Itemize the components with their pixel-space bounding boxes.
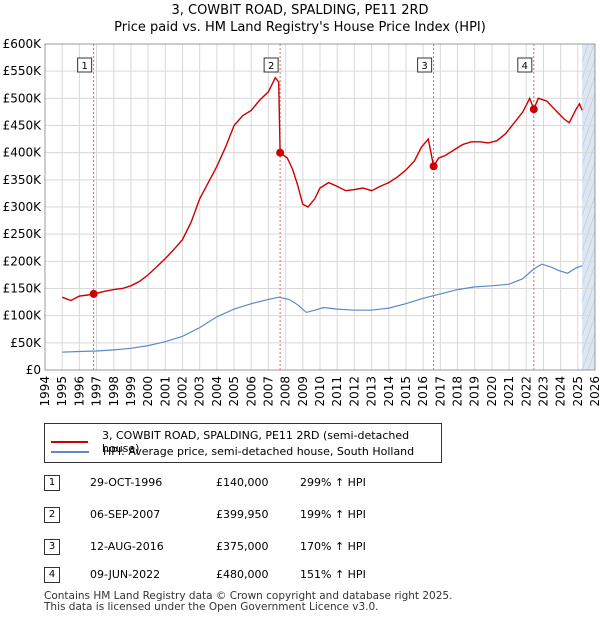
sale-point: [529, 105, 538, 114]
x-tick-label: 2025: [571, 376, 585, 407]
y-tick-label: £600K: [3, 37, 43, 51]
x-tick-label: 2001: [158, 376, 172, 407]
sale-price: £480,000: [216, 568, 269, 581]
x-tick-label: 1996: [72, 376, 86, 407]
y-tick-label: £0: [26, 363, 41, 377]
sale-hpi-change: 151% ↑ HPI: [300, 568, 366, 581]
x-tick-label: 2009: [296, 376, 310, 407]
sale-date: 29-OCT-1996: [90, 476, 163, 489]
legend-item-price: 3, COWBIT ROAD, SPALDING, PE11 2RD (semi…: [51, 429, 441, 455]
x-tick-label: 2015: [399, 376, 413, 407]
x-tick-label: 1995: [55, 376, 69, 407]
sale-marker-box: [263, 57, 279, 73]
x-tick-label: 2013: [365, 376, 379, 407]
sale-hpi-change: 199% ↑ HPI: [300, 508, 366, 521]
legend-swatch-price: [51, 441, 88, 443]
x-tick-label: 2023: [536, 376, 550, 407]
x-tick-label: 2019: [468, 376, 482, 407]
chart-subtitle: Price paid vs. HM Land Registry's House …: [114, 20, 486, 35]
sale-marker-label: 3: [421, 61, 427, 72]
x-tick-label: 2000: [141, 376, 155, 407]
x-tick-label: 2002: [176, 376, 190, 407]
x-tick-label: 1999: [124, 376, 138, 407]
sale-price: £140,000: [216, 476, 269, 489]
sale-hpi-change: 170% ↑ HPI: [300, 540, 366, 553]
sale-row: 3 12-AUG-2016 £375,000 170% ↑ HPI: [44, 539, 544, 557]
x-tick-label: 2010: [313, 376, 327, 407]
sale-hpi-change: 299% ↑ HPI: [300, 476, 366, 489]
y-tick-label: £550K: [3, 64, 43, 78]
y-tick-label: £50K: [10, 336, 42, 350]
y-tick-label: £100K: [3, 309, 43, 323]
legend: 3, COWBIT ROAD, SPALDING, PE11 2RD (semi…: [44, 423, 442, 463]
x-tick-label: 2008: [279, 376, 293, 407]
sale-row: 2 06-SEP-2007 £399,950 199% ↑ HPI: [44, 507, 544, 525]
y-tick-label: £350K: [3, 173, 43, 187]
sale-date: 09-JUN-2022: [90, 568, 161, 581]
x-tick-label: 1998: [107, 376, 121, 407]
x-tick-label: 2011: [330, 376, 344, 407]
sale-marker-label: 2: [268, 61, 274, 72]
x-tick-label: 2020: [485, 376, 499, 407]
legend-label-hpi: HPI: Average price, semi-detached house,…: [103, 445, 415, 458]
sale-price: £375,000: [216, 540, 269, 553]
y-tick-label: £500K: [3, 91, 43, 105]
sale-number: 4: [44, 567, 60, 583]
price-chart: £0 £50K £100K £150K £200K £250K £300K £350K £400…: [3, 37, 600, 407]
x-tick-label: 2007: [261, 376, 275, 407]
legend-item-hpi: HPI: Average price, semi-detached house,…: [51, 445, 414, 458]
legend-label-price: 3, COWBIT ROAD, SPALDING, PE11 2RD (semi…: [102, 429, 410, 455]
x-tick-label: 1994: [38, 376, 52, 407]
y-tick-label: £400K: [3, 146, 43, 160]
x-tick-label: 1997: [90, 376, 104, 407]
x-tick-label: 2021: [502, 376, 516, 407]
hpi-series-line: [62, 263, 583, 353]
sale-marker-label: 1: [81, 61, 87, 72]
x-tick-label: 2012: [347, 376, 361, 407]
sale-date: 12-AUG-2016: [90, 540, 164, 553]
sale-marker-box: [77, 57, 93, 73]
sale-number: 2: [44, 507, 60, 523]
x-tick-label: 2016: [416, 376, 430, 407]
sale-marker-box: [417, 57, 433, 73]
x-tick-label: 2004: [210, 376, 224, 407]
x-tick-label: 2003: [193, 376, 207, 407]
sale-number: 3: [44, 539, 60, 555]
chart-title: 3, COWBIT ROAD, SPALDING, PE11 2RD: [171, 3, 429, 18]
sale-point: [276, 148, 285, 157]
x-tick-label: 2018: [451, 376, 465, 407]
y-tick-label: £250K: [3, 227, 43, 241]
x-tick-label: 2017: [433, 376, 447, 407]
plot-border: [44, 43, 596, 371]
sale-point: [89, 289, 98, 298]
sale-date: 06-SEP-2007: [90, 508, 161, 521]
x-tick-label: 2014: [382, 376, 396, 407]
y-tick-label: £300K: [3, 200, 43, 214]
x-tick-label: 2005: [227, 376, 241, 407]
sale-price: £399,950: [216, 508, 269, 521]
sale-point: [429, 162, 438, 171]
y-tick-label: £150K: [3, 282, 43, 296]
x-tick-label: 2006: [244, 376, 258, 407]
sale-row: 1 29-OCT-1996 £140,000 299% ↑ HPI: [44, 475, 544, 493]
legend-swatch-hpi: [51, 450, 89, 453]
y-tick-label: £450K: [3, 119, 43, 133]
x-tick-label: 2022: [519, 376, 533, 407]
footer-copyright: Contains HM Land Registry data © Crown c…: [44, 590, 453, 602]
price-series-line: [61, 76, 583, 302]
x-tick-label: 2026: [588, 376, 600, 407]
sale-marker-label: 4: [522, 61, 528, 72]
sale-number: 1: [44, 475, 60, 491]
sale-row: 4 09-JUN-2022 £480,000 151% ↑ HPI: [44, 567, 544, 585]
y-tick-label: £200K: [3, 254, 43, 268]
x-tick-label: 2024: [554, 376, 568, 407]
footer-licence: This data is licensed under the Open Gov…: [44, 601, 379, 613]
sale-marker-box: [517, 57, 533, 73]
